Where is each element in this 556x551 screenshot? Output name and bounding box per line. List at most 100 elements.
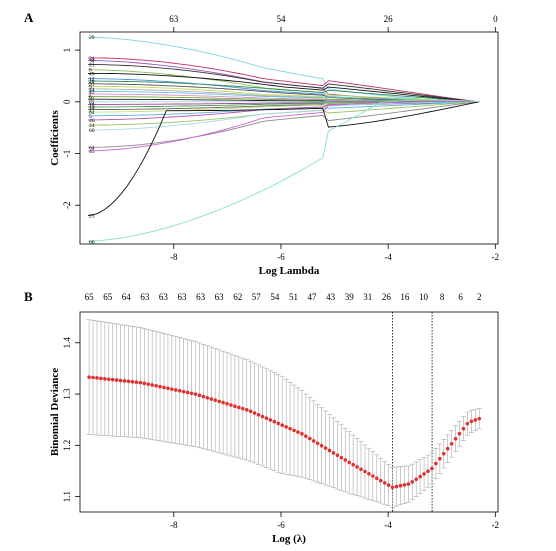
y-tick-label: 0 — [62, 99, 72, 104]
deviance-point — [248, 409, 253, 414]
panel-a-ylabel: Coefficients — [49, 109, 61, 165]
deviance-point — [343, 458, 348, 462]
coefficient-label: 8 — [89, 68, 92, 74]
deviance-point — [453, 436, 458, 441]
panel-b-ylabel: Binomial Deviance — [49, 368, 61, 456]
panel-a-letter: A — [24, 10, 34, 25]
deviance-point — [367, 471, 371, 476]
deviance-point — [158, 384, 162, 389]
top-count-label: 16 — [400, 292, 410, 302]
top-count-label: 10 — [419, 292, 429, 302]
deviance-point — [327, 448, 332, 453]
x-tick-label: -6 — [277, 252, 285, 262]
deviance-point — [461, 426, 466, 431]
deviance-point — [414, 477, 418, 482]
coefficient-path — [88, 101, 480, 131]
deviance-point — [331, 451, 336, 455]
coefficient-path — [87, 101, 480, 217]
deviance-point — [363, 469, 367, 474]
deviance-point — [445, 446, 450, 451]
deviance-point — [276, 421, 281, 426]
top-count-label: 57 — [252, 292, 262, 302]
deviance-point — [465, 421, 470, 426]
deviance-point — [307, 436, 312, 441]
coefficient-label: 14 — [89, 105, 95, 111]
x-tick-label: -2 — [492, 252, 500, 262]
top-count-label: 43 — [326, 292, 336, 302]
deviance-point — [378, 478, 383, 483]
coefficient-label: 45 — [89, 149, 95, 155]
deviance-point — [264, 416, 269, 421]
deviance-point — [221, 400, 225, 405]
deviance-point — [374, 476, 379, 481]
deviance-point — [110, 377, 115, 382]
top-count-label: 65 — [85, 292, 95, 302]
top-count-label: 54 — [270, 292, 280, 302]
top-count-label: 63 — [177, 292, 187, 302]
deviance-point — [280, 423, 285, 427]
deviance-point — [473, 418, 478, 422]
deviance-point — [426, 469, 430, 473]
top-count-label: 8 — [440, 292, 445, 302]
panel-b-points — [87, 375, 482, 490]
deviance-point — [91, 375, 95, 380]
panel-b-plot-frame — [79, 311, 499, 513]
top-tick-label: 0 — [493, 14, 498, 24]
coefficient-path — [88, 64, 480, 103]
deviance-point — [217, 399, 221, 404]
deviance-point — [288, 426, 292, 431]
y-tick-label: -2 — [62, 201, 72, 209]
coefficient-path — [88, 85, 480, 103]
deviance-point — [394, 484, 399, 489]
coefficient-label: 37 — [89, 97, 95, 103]
coefficient-label: 24 — [89, 123, 95, 129]
coefficient-label: 46 — [89, 118, 95, 124]
deviance-point — [284, 425, 288, 429]
deviance-point — [87, 375, 91, 379]
deviance-point — [162, 385, 166, 390]
panel-a-xlabel: Log Lambda — [259, 265, 320, 277]
deviance-point — [390, 485, 395, 490]
coefficient-label: 9 — [89, 84, 92, 90]
x-tick-label: -8 — [170, 252, 178, 262]
y-tick-label: 1.3 — [62, 388, 72, 400]
deviance-point — [268, 418, 273, 422]
x-tick-label: -2 — [492, 520, 500, 530]
deviance-point — [347, 460, 351, 465]
deviance-point — [122, 379, 127, 383]
top-tick-label: 63 — [169, 14, 179, 24]
deviance-point — [315, 441, 320, 446]
deviance-point — [300, 432, 304, 436]
coefficient-label: 13 — [89, 90, 95, 96]
deviance-point — [103, 377, 107, 381]
panel-a-top-axis: 63 54 26 0 — [169, 14, 498, 32]
deviance-point — [438, 456, 442, 461]
top-count-label: 64 — [122, 292, 132, 302]
deviance-point — [150, 383, 154, 387]
deviance-point — [177, 388, 182, 393]
deviance-point — [402, 483, 407, 487]
panel-a-plot-frame — [79, 31, 499, 245]
coefficient-path — [87, 101, 480, 152]
top-count-label: 47 — [308, 292, 318, 302]
deviance-point — [114, 378, 119, 382]
deviance-point — [118, 378, 123, 383]
deviance-point — [323, 446, 328, 450]
coefficient-label: 20 — [89, 79, 95, 85]
coefficient-label: 10 — [89, 102, 95, 108]
deviance-point — [260, 414, 265, 419]
deviance-point — [441, 451, 446, 456]
coefficient-label: 44 — [89, 87, 95, 93]
x-tick-label: -4 — [384, 520, 392, 530]
deviance-point — [209, 397, 214, 401]
top-count-label: 51 — [289, 292, 298, 302]
deviance-point — [189, 391, 194, 396]
top-count-label: 63 — [159, 292, 169, 302]
deviance-point — [319, 443, 324, 448]
deviance-point — [304, 434, 308, 438]
deviance-point — [154, 384, 158, 388]
deviance-point — [449, 441, 454, 446]
deviance-point — [418, 474, 422, 479]
deviance-point — [130, 379, 135, 384]
coefficient-label: 64 — [89, 145, 95, 151]
